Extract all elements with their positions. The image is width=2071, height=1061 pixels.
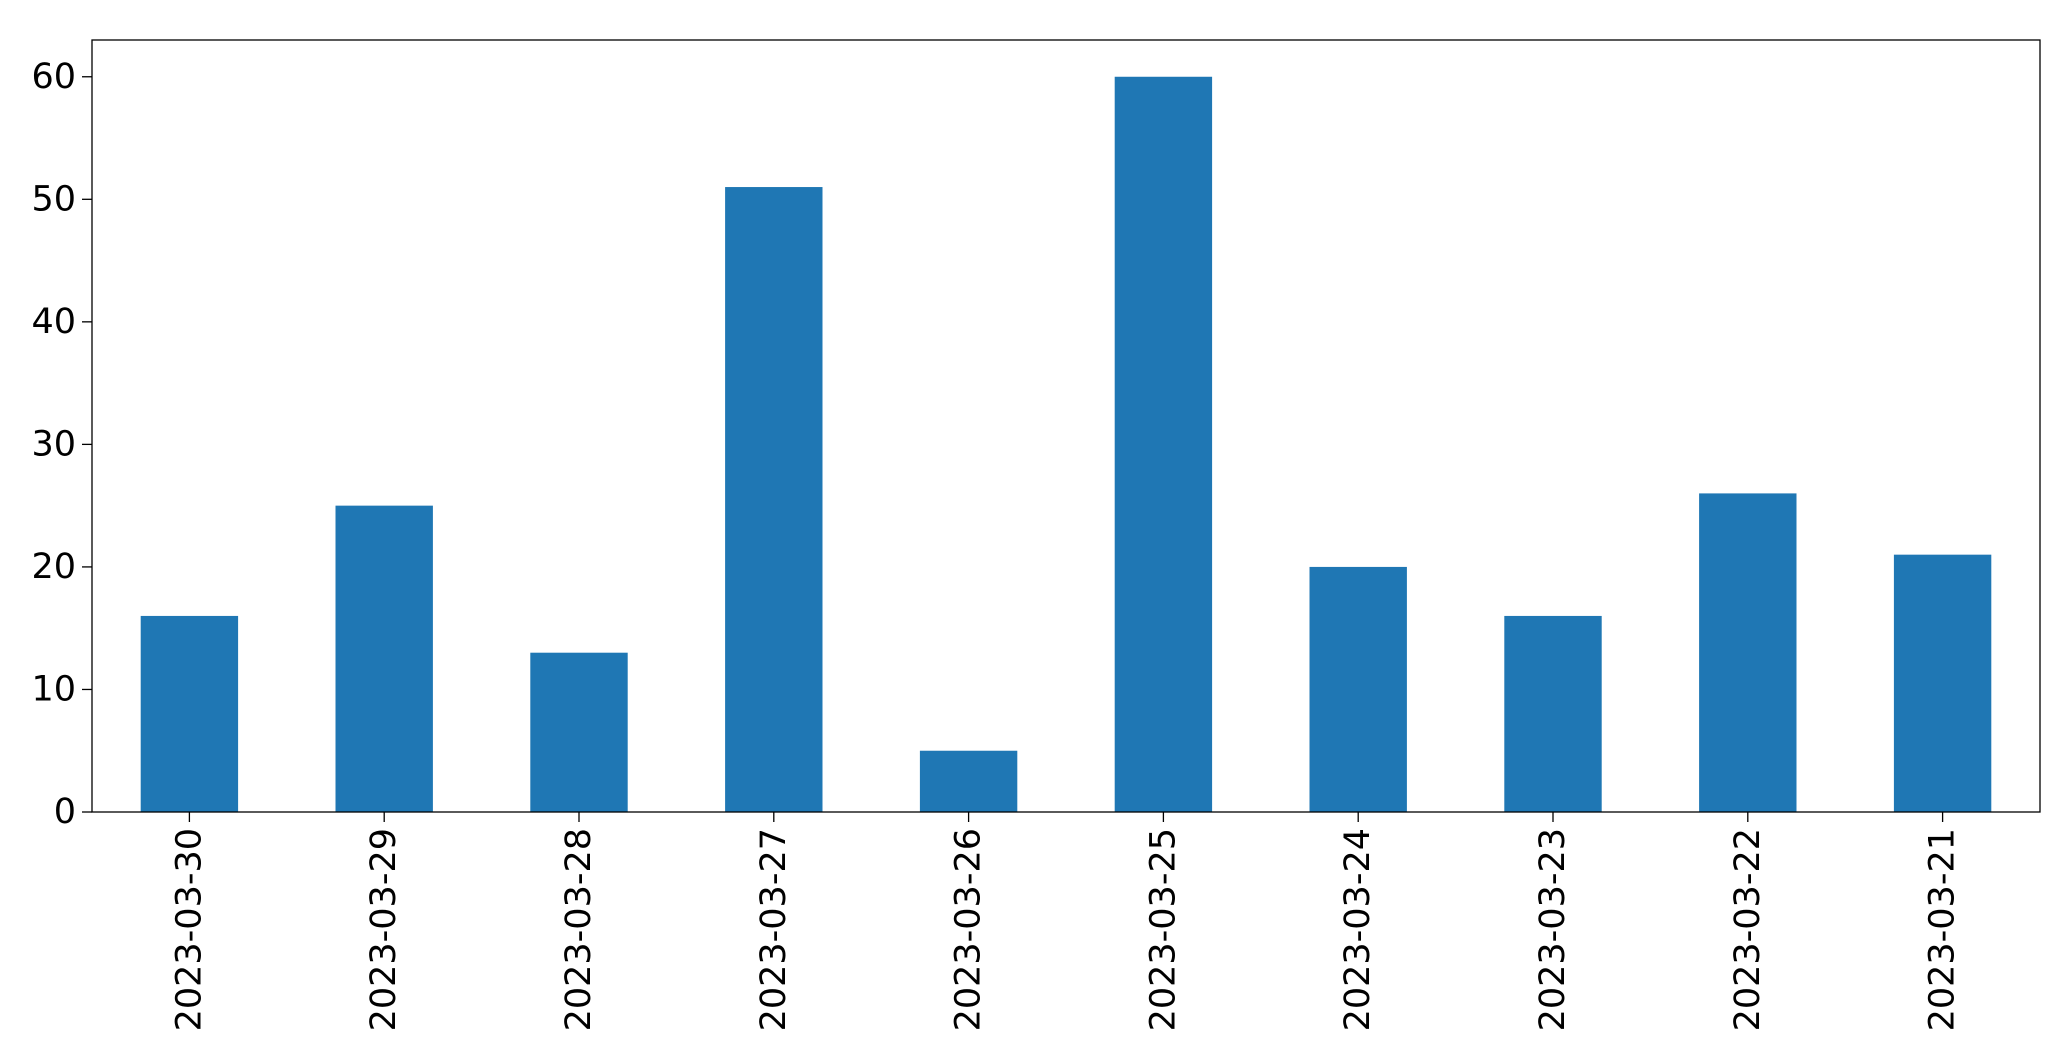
bar-2023-03-21 (1893, 554, 1992, 812)
bar-2023-03-25 (1114, 76, 1213, 812)
x-tick-label: 2023-03-21 (1923, 828, 1963, 1031)
y-tick-label: 60 (31, 57, 76, 97)
bar-2023-03-24 (1309, 566, 1407, 812)
y-tick-label: 40 (31, 302, 76, 342)
bar-2023-03-22 (1699, 493, 1797, 812)
bar-2023-03-30 (140, 615, 239, 812)
x-tick-label: 2023-03-23 (1533, 828, 1573, 1031)
y-axis: 0 10 20 30 40 50 60 (31, 57, 92, 832)
bar-2023-03-26 (919, 750, 1018, 812)
x-tick-label: 2023-03-30 (169, 828, 209, 1031)
x-axis: 2023-03-30 2023-03-29 2023-03-28 2023-03-27… (169, 812, 1963, 1031)
x-tick-label: 2023-03-27 (754, 828, 794, 1031)
y-tick-label: 10 (31, 669, 76, 709)
x-tick-label: 2023-03-29 (364, 828, 404, 1031)
y-tick-label: 0 (54, 792, 76, 832)
bar-2023-03-28 (530, 652, 628, 812)
bar-2023-03-23 (1504, 615, 1602, 812)
plot-frame (91, 39, 2041, 813)
bar-2023-03-29 (335, 505, 433, 812)
y-tick-label: 30 (31, 424, 76, 464)
x-tick-label: 2023-03-22 (1728, 828, 1768, 1031)
y-tick-label: 50 (31, 179, 76, 219)
x-tick-label: 2023-03-25 (1143, 828, 1183, 1031)
y-tick-label: 20 (31, 547, 76, 587)
x-tick-label: 2023-03-24 (1338, 828, 1378, 1031)
x-tick-label: 2023-03-28 (559, 828, 599, 1031)
bars-layer (140, 76, 1992, 813)
bar-2023-03-27 (725, 187, 823, 813)
x-tick-label: 2023-03-26 (949, 828, 989, 1031)
